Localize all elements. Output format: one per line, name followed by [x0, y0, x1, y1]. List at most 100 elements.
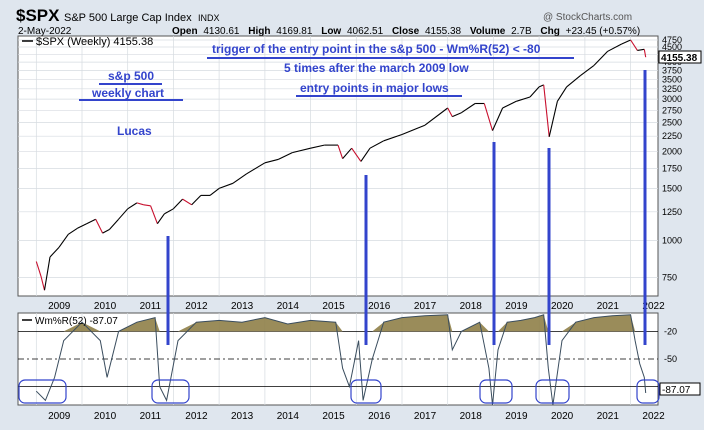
x-tick-label: 2015	[322, 411, 345, 422]
x-tick-label: 2009	[48, 301, 71, 312]
price-tick-label: 750	[662, 273, 677, 283]
close-value: 4155.38	[425, 26, 462, 37]
price-axis: 7501000125015001750200022502500275030003…	[662, 35, 682, 283]
x-tick-label: 2016	[368, 411, 391, 422]
price-tick-label: 2000	[662, 146, 682, 156]
price-tick-label: 3000	[662, 94, 682, 104]
price-segment	[127, 202, 138, 210]
price-segment	[182, 198, 192, 206]
price-segment	[49, 246, 60, 258]
price-tick-label: 4750	[662, 35, 682, 45]
price-legend-text: $SPX (Weekly) 4155.38	[36, 36, 153, 48]
close-label: Close	[392, 26, 420, 37]
wmr-last-tag: -87.07	[659, 382, 701, 396]
price-segment	[156, 213, 165, 225]
x-tick-label: 2012	[185, 301, 208, 312]
wmr-line	[35, 314, 647, 406]
price-segment	[164, 208, 174, 215]
high-value: 4169.81	[276, 26, 313, 37]
price-segment	[342, 147, 353, 159]
price-last-tag: 4155.38	[658, 50, 702, 64]
price-tick-label: 3500	[662, 74, 682, 84]
symbol: $SPX	[16, 6, 60, 25]
price-segment	[108, 218, 120, 230]
price-segment	[538, 84, 544, 88]
watermark: @ StockCharts.com	[543, 12, 632, 23]
price-segment	[118, 208, 129, 220]
price-segment	[556, 86, 568, 102]
price-last-value: 4155.38	[661, 53, 698, 64]
price-segment	[529, 86, 540, 98]
exchange: INDX	[198, 13, 220, 23]
price-segment	[58, 233, 69, 248]
chg-label: Chg	[540, 26, 559, 37]
price-segment	[401, 124, 426, 136]
entry-circle-2018	[479, 379, 513, 404]
price-segment	[621, 39, 631, 45]
wmr-legend-text: Wm%R(52) -87.07	[35, 316, 118, 327]
price-segment	[77, 223, 87, 229]
price-tick-label: 1500	[662, 183, 682, 193]
x-tick-label: 2013	[231, 301, 254, 312]
x-tick-label: 2014	[277, 301, 300, 312]
price-segment	[136, 202, 144, 206]
wmr-tick-label: -20	[664, 326, 677, 336]
annotation-label-2: weekly chart	[91, 86, 164, 100]
price-segment	[607, 43, 622, 52]
entry-markers	[18, 70, 660, 404]
price-segment	[143, 204, 151, 207]
high-label: High	[248, 26, 270, 37]
price-tick-label: 2500	[662, 118, 682, 128]
price-segment	[447, 107, 453, 117]
price-series	[35, 39, 647, 291]
price-tick-label: 1000	[662, 236, 682, 246]
price-legend: $SPX (Weekly) 4155.38	[22, 36, 153, 48]
wmr-series	[35, 314, 647, 406]
entry-circle-2020	[535, 379, 570, 404]
index-name: S&P 500 Large Cap Index	[64, 12, 192, 24]
entry-circle-2011	[151, 379, 190, 404]
x-tick-label: 2014	[277, 411, 300, 422]
low-label: Low	[321, 26, 341, 37]
price-segment	[292, 147, 311, 154]
open-label: Open	[172, 26, 198, 37]
price-segment	[150, 205, 158, 224]
x-tick-label: 2013	[231, 411, 254, 422]
price-segment	[102, 229, 110, 234]
x-tick-label: 2020	[551, 411, 574, 422]
price-segment	[516, 96, 531, 102]
price-segment	[173, 198, 183, 210]
price-segment	[246, 162, 266, 175]
price-segment	[360, 147, 371, 162]
wmr-overbought-area	[36, 314, 646, 332]
price-segment	[579, 64, 595, 77]
price-segment	[491, 107, 504, 131]
price-tick-label: 1250	[662, 207, 682, 217]
x-axis-wmr: 2009 2010 2011 2012 2013 2014 2015 2016 2017 2018…	[48, 411, 665, 422]
price-segment	[278, 152, 293, 160]
annotation-label-1: s&p 500	[108, 69, 154, 83]
price-segment	[483, 103, 494, 131]
volume-value: 2.7B	[511, 26, 532, 37]
price-tick-label: 2750	[662, 105, 682, 115]
price-segment	[40, 275, 46, 291]
price-segment	[593, 50, 609, 66]
price-tick-label: 4500	[662, 42, 682, 52]
date: 2-May-2022	[18, 26, 72, 37]
entry-circle-2016	[350, 379, 382, 404]
price-segment	[218, 182, 234, 189]
price-segment	[95, 218, 104, 234]
price-segment	[630, 39, 638, 51]
x-tick-label: 2010	[94, 411, 117, 422]
price-tick-label: 2250	[662, 131, 682, 141]
price-segment	[548, 101, 558, 137]
low-value: 4062.51	[347, 26, 384, 37]
x-tick-label: 2018	[460, 301, 483, 312]
price-segment	[351, 147, 362, 162]
x-tick-label: 2010	[94, 301, 117, 312]
annotation-author: Lucas	[117, 124, 152, 138]
price-segment	[637, 48, 645, 51]
x-tick-label: 2019	[505, 301, 528, 312]
entry-circle-2009	[18, 379, 67, 404]
